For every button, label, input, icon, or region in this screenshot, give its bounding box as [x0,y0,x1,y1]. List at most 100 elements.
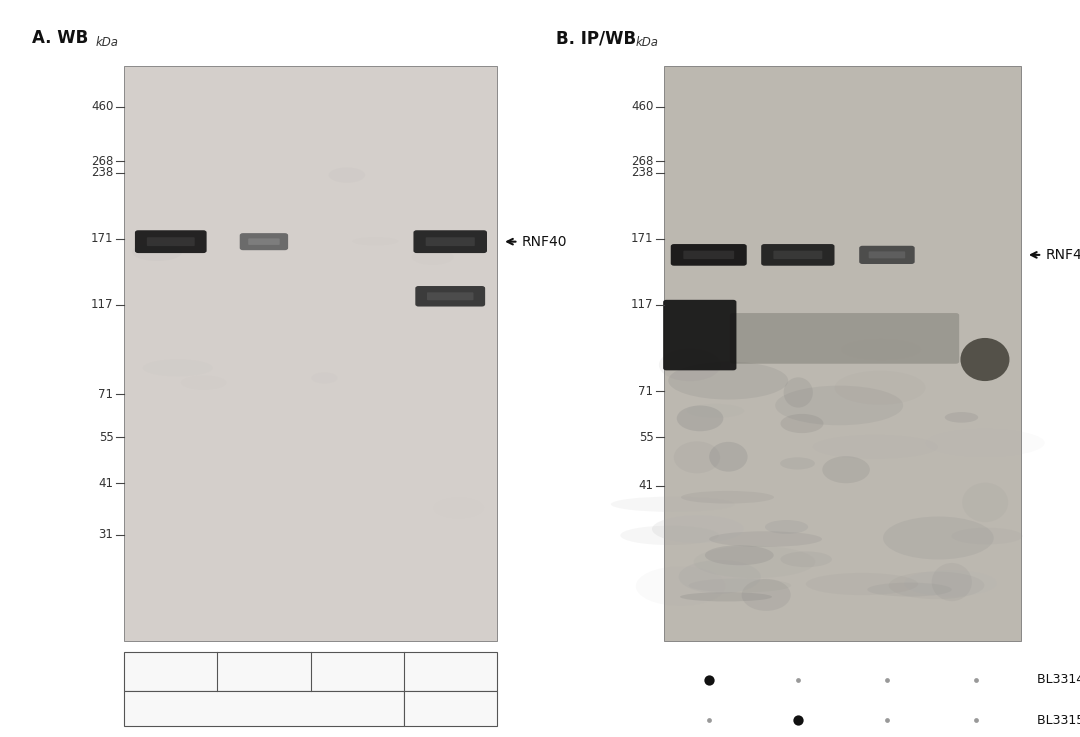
Text: 50: 50 [163,665,179,678]
Text: 31: 31 [98,528,113,542]
Text: 55: 55 [638,430,653,444]
Ellipse shape [841,339,921,360]
Ellipse shape [932,563,972,601]
Ellipse shape [742,579,791,611]
Ellipse shape [611,497,734,512]
FancyBboxPatch shape [684,251,734,259]
Text: 117: 117 [91,298,113,312]
Text: 460: 460 [631,100,653,113]
Text: 238: 238 [91,166,113,179]
Text: 171: 171 [631,232,653,245]
Point [968,674,985,685]
Point [700,715,717,727]
Ellipse shape [867,582,951,596]
Bar [124,652,497,691]
Text: 460: 460 [91,100,113,113]
Ellipse shape [677,405,724,431]
FancyBboxPatch shape [427,293,473,300]
Ellipse shape [132,243,183,261]
Text: 55: 55 [98,430,113,444]
Ellipse shape [705,545,773,565]
Text: 41: 41 [638,480,653,492]
Text: 117: 117 [631,298,653,312]
Ellipse shape [689,579,792,593]
FancyBboxPatch shape [773,251,822,259]
Ellipse shape [765,520,808,534]
FancyBboxPatch shape [240,233,288,250]
Text: 71: 71 [638,385,653,398]
Ellipse shape [328,167,365,183]
FancyBboxPatch shape [426,237,475,246]
Text: BL3314 IP: BL3314 IP [1037,674,1080,686]
FancyBboxPatch shape [416,286,485,307]
Point [789,674,807,685]
Ellipse shape [710,531,822,547]
Ellipse shape [960,338,1010,381]
Ellipse shape [652,515,744,543]
Bar [664,66,1021,641]
Text: kDa: kDa [96,36,119,49]
Point [968,715,985,727]
Ellipse shape [904,570,997,596]
Ellipse shape [962,483,1009,523]
Ellipse shape [710,442,747,472]
Point [878,674,895,685]
FancyBboxPatch shape [671,244,746,266]
Text: 15: 15 [256,665,272,678]
FancyBboxPatch shape [868,251,905,259]
FancyBboxPatch shape [663,300,737,371]
Text: BL3315 IP: BL3315 IP [1037,714,1080,727]
Text: RNF40: RNF40 [1045,248,1080,262]
FancyBboxPatch shape [761,244,835,266]
Ellipse shape [784,377,813,408]
Point [700,674,717,685]
Text: A. WB: A. WB [32,29,89,47]
Ellipse shape [636,566,726,606]
Text: 71: 71 [98,388,113,400]
Ellipse shape [822,456,869,483]
Text: T: T [446,702,455,715]
Bar [124,66,497,641]
Ellipse shape [669,362,788,399]
Text: HeLa: HeLa [247,702,281,715]
Ellipse shape [781,414,823,433]
Ellipse shape [680,593,772,601]
Text: RNF40: RNF40 [522,234,567,248]
Text: 171: 171 [91,232,113,245]
Ellipse shape [687,404,744,418]
Ellipse shape [945,412,978,423]
Ellipse shape [775,385,903,425]
Ellipse shape [780,458,815,469]
FancyBboxPatch shape [730,313,959,364]
Ellipse shape [951,528,1023,545]
Point [878,715,895,727]
Bar [124,691,404,726]
Ellipse shape [926,429,1044,457]
Point [789,715,807,727]
Ellipse shape [883,517,994,559]
FancyBboxPatch shape [147,237,194,246]
Text: 238: 238 [631,166,653,179]
Ellipse shape [781,551,832,567]
Text: 268: 268 [91,155,113,168]
Text: 50: 50 [442,665,458,678]
Ellipse shape [674,441,720,473]
Ellipse shape [835,371,926,405]
Text: kDa: kDa [636,36,659,49]
Text: 5: 5 [353,665,361,678]
Ellipse shape [620,525,719,545]
FancyBboxPatch shape [248,238,280,245]
Text: 41: 41 [98,477,113,489]
FancyBboxPatch shape [135,230,206,253]
FancyBboxPatch shape [860,245,915,264]
Ellipse shape [813,435,937,459]
Ellipse shape [681,491,774,503]
Ellipse shape [678,560,760,593]
Ellipse shape [659,349,720,381]
Ellipse shape [693,545,815,578]
Bar [404,691,497,726]
Text: B. IP/WB: B. IP/WB [556,29,636,47]
Text: 268: 268 [631,155,653,168]
Ellipse shape [889,572,984,599]
FancyBboxPatch shape [414,230,487,253]
